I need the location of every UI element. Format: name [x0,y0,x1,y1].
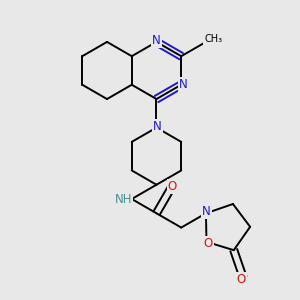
Text: NH: NH [115,194,132,206]
Text: N: N [152,34,161,47]
Text: N: N [178,78,187,91]
Text: CH₃: CH₃ [204,34,222,44]
Text: O: O [168,180,177,193]
Text: O: O [203,237,213,250]
Text: N: N [202,206,211,218]
Text: O: O [237,273,246,286]
Text: N: N [153,120,162,133]
